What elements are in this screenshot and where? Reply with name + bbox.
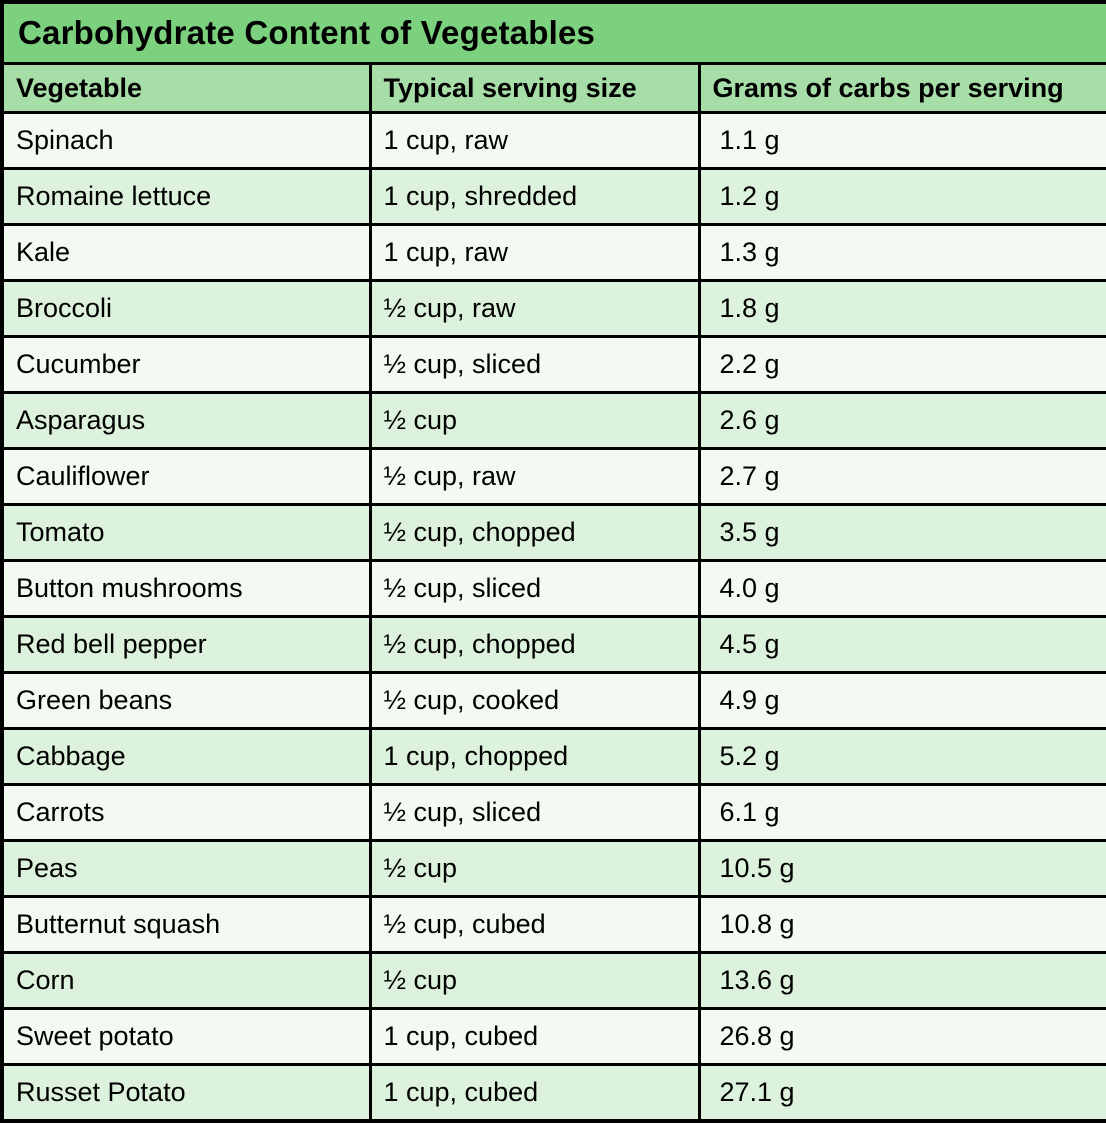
vegetable-cell: Sweet potato [0,1007,372,1066]
column-header-serving-size: Typical serving size [368,62,701,114]
carbs-cell: 3.5 g [697,503,1106,562]
table-row: Button mushrooms ½ cup, sliced 4.0 g [0,559,1106,618]
vegetable-cell: Cauliflower [0,447,372,506]
table-row: Butternut squash ½ cup, cubed 10.8 g [0,895,1106,954]
serving-size-cell: ½ cup, chopped [368,615,701,674]
carbs-cell: 2.6 g [697,391,1106,450]
table-row: Sweet potato 1 cup, cubed 26.8 g [0,1007,1106,1066]
vegetable-cell: Button mushrooms [0,559,372,618]
serving-size-cell: ½ cup, raw [368,279,701,338]
carbs-cell: 13.6 g [697,951,1106,1010]
table-row: Carrots ½ cup, sliced 6.1 g [0,783,1106,842]
vegetable-cell: Corn [0,951,372,1010]
serving-size-cell: 1 cup, chopped [368,727,701,786]
serving-size-cell: ½ cup, cubed [368,895,701,954]
carbs-cell: 4.9 g [697,671,1106,730]
vegetable-cell: Russet Potato [0,1063,372,1123]
carbs-cell: 6.1 g [697,783,1106,842]
serving-size-cell: 1 cup, cubed [368,1007,701,1066]
table-body: Spinach 1 cup, raw 1.1 g Romaine lettuce… [0,111,1106,1123]
carbs-cell: 1.3 g [697,223,1106,282]
table-row: Asparagus ½ cup 2.6 g [0,391,1106,450]
table-row: Cauliflower ½ cup, raw 2.7 g [0,447,1106,506]
vegetable-cell: Carrots [0,783,372,842]
serving-size-cell: ½ cup, sliced [368,783,701,842]
carbs-cell: 26.8 g [697,1007,1106,1066]
serving-size-cell: ½ cup, sliced [368,335,701,394]
vegetable-cell: Broccoli [0,279,372,338]
carbs-cell: 10.8 g [697,895,1106,954]
vegetable-cell: Cucumber [0,335,372,394]
table-row: Kale 1 cup, raw 1.3 g [0,223,1106,282]
serving-size-cell: ½ cup [368,391,701,450]
vegetable-cell: Asparagus [0,391,372,450]
vegetable-cell: Red bell pepper [0,615,372,674]
column-header-vegetable: Vegetable [0,62,372,114]
serving-size-cell: 1 cup, shredded [368,167,701,226]
vegetable-cell: Peas [0,839,372,898]
serving-size-cell: ½ cup, chopped [368,503,701,562]
table-row: Russet Potato 1 cup, cubed 27.1 g [0,1063,1106,1123]
carbs-cell: 10.5 g [697,839,1106,898]
carbs-cell: 4.5 g [697,615,1106,674]
table-row: Cabbage 1 cup, chopped 5.2 g [0,727,1106,786]
carbs-cell: 1.2 g [697,167,1106,226]
vegetable-cell: Spinach [0,111,372,170]
title-row: Carbohydrate Content of Vegetables [0,0,1106,65]
carbs-cell: 2.7 g [697,447,1106,506]
table-row: Peas ½ cup 10.5 g [0,839,1106,898]
carbs-cell: 1.1 g [697,111,1106,170]
carbs-cell: 5.2 g [697,727,1106,786]
table-row: Cucumber ½ cup, sliced 2.2 g [0,335,1106,394]
vegetable-cell: Tomato [0,503,372,562]
serving-size-cell: 1 cup, raw [368,111,701,170]
carbs-cell: 2.2 g [697,335,1106,394]
table-row: Romaine lettuce 1 cup, shredded 1.2 g [0,167,1106,226]
vegetable-cell: Butternut squash [0,895,372,954]
serving-size-cell: ½ cup [368,951,701,1010]
table-row: Red bell pepper ½ cup, chopped 4.5 g [0,615,1106,674]
serving-size-cell: 1 cup, cubed [368,1063,701,1123]
vegetable-cell: Romaine lettuce [0,167,372,226]
vegetable-cell: Kale [0,223,372,282]
table-row: Tomato ½ cup, chopped 3.5 g [0,503,1106,562]
table-row: Broccoli ½ cup, raw 1.8 g [0,279,1106,338]
table-row: Spinach 1 cup, raw 1.1 g [0,111,1106,170]
serving-size-cell: 1 cup, raw [368,223,701,282]
serving-size-cell: ½ cup, sliced [368,559,701,618]
serving-size-cell: ½ cup, cooked [368,671,701,730]
serving-size-cell: ½ cup [368,839,701,898]
page-title: Carbohydrate Content of Vegetables [0,0,1106,65]
carbs-cell: 4.0 g [697,559,1106,618]
serving-size-cell: ½ cup, raw [368,447,701,506]
table-row: Corn ½ cup 13.6 g [0,951,1106,1010]
carbs-cell: 27.1 g [697,1063,1106,1123]
table-row: Green beans ½ cup, cooked 4.9 g [0,671,1106,730]
header-row: Vegetable Typical serving size Grams of … [0,62,1106,114]
vegetable-cell: Green beans [0,671,372,730]
vegetable-cell: Cabbage [0,727,372,786]
carbs-cell: 1.8 g [697,279,1106,338]
column-header-carbs: Grams of carbs per serving [697,62,1106,114]
